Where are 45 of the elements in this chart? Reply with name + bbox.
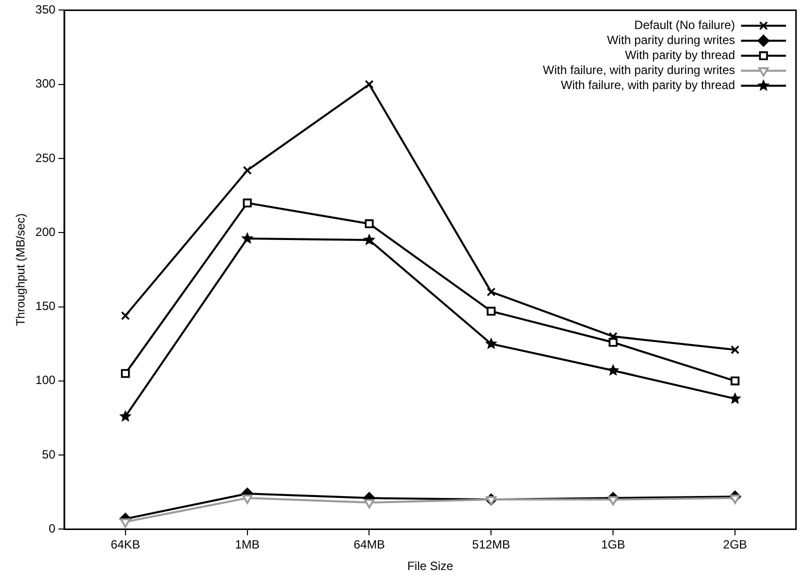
point	[608, 332, 618, 341]
point	[730, 376, 740, 386]
legend-label: With parity during writes	[606, 33, 735, 48]
point	[120, 518, 131, 528]
point	[120, 311, 130, 320]
y-tick-label: 300	[35, 76, 56, 91]
point	[606, 364, 620, 376]
x-axis-title: File Size	[407, 559, 454, 574]
point	[486, 306, 496, 316]
point	[242, 494, 253, 504]
point	[364, 499, 374, 508]
point	[242, 198, 252, 208]
point	[364, 80, 374, 89]
point	[608, 338, 618, 347]
point	[730, 494, 740, 504]
point	[242, 166, 252, 175]
point	[608, 496, 618, 506]
point	[119, 410, 132, 422]
y-tick-label: 150	[35, 299, 56, 314]
point	[364, 219, 374, 228]
x-tick-label: 2GB	[723, 538, 748, 552]
y-axis-title: Throughput (MB/sec)	[14, 213, 28, 326]
legend-label: Default (No failure)	[634, 18, 735, 32]
point	[486, 496, 496, 506]
x-tick-label: 512MB	[472, 538, 510, 552]
y-tick-label: 250	[35, 150, 56, 165]
point	[241, 232, 254, 244]
y-tick-label: 200	[35, 224, 56, 239]
y-tick-label: 0	[48, 522, 56, 536]
y-tick-label: 50	[42, 447, 56, 462]
legend-label: With parity by thread	[624, 48, 735, 62]
legend-label: With failure, with parity by thread	[560, 78, 735, 92]
point	[120, 369, 130, 378]
x-tick-label: 1MB	[234, 538, 260, 552]
point	[486, 288, 496, 296]
legend-label: With failure, with parity during writes	[542, 63, 735, 78]
y-tick-label: 350	[35, 2, 56, 17]
x-tick-label: 64MB	[354, 538, 385, 552]
point	[484, 337, 498, 350]
x-tick-label: 1GB	[601, 538, 626, 552]
y-tick-label: 100	[35, 373, 56, 388]
point	[363, 234, 376, 246]
point	[730, 345, 740, 354]
x-tick-label: 64KB	[110, 538, 140, 552]
point	[728, 392, 742, 404]
